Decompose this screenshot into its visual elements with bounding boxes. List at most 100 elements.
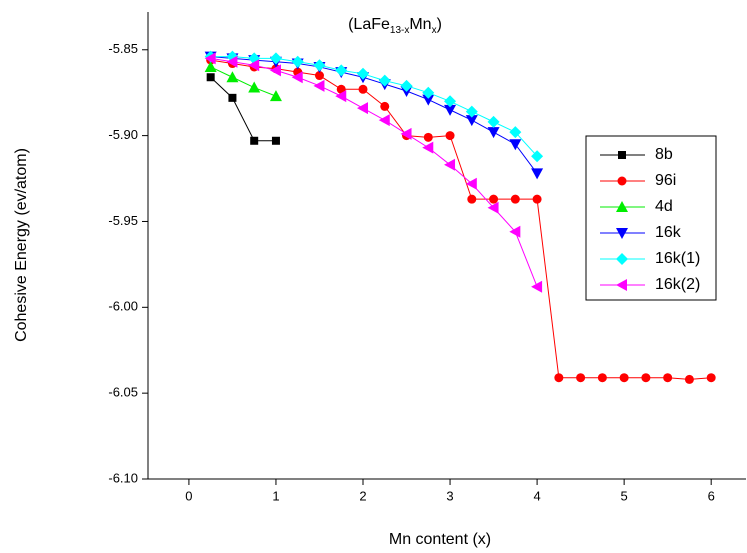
marker [291,55,304,68]
x-tick-label: 2 [359,488,366,503]
marker [465,105,478,118]
marker [531,150,544,163]
title-subscript: 13-x [390,25,409,36]
marker [576,373,586,383]
marker [358,84,368,94]
marker [422,94,435,106]
series-line [210,76,276,142]
y-tick-label: -5.95 [108,213,138,228]
marker [204,52,216,65]
marker [250,136,259,145]
series-line [210,57,538,287]
marker [554,373,564,383]
marker [269,52,282,65]
marker [532,194,542,204]
marker [400,127,412,140]
marker [510,194,520,204]
legend-marker [616,253,628,265]
x-axis-label: Mn content (x) [389,531,491,548]
marker [663,373,673,383]
legend-label: 16k(1) [655,250,700,267]
series-line [210,56,538,174]
marker [400,79,413,92]
marker [444,104,457,116]
title-subscript: x [432,25,437,36]
marker [531,168,544,180]
y-tick-label: -6.10 [108,470,138,485]
marker [465,177,477,190]
marker [226,55,238,68]
marker [269,64,281,77]
marker [269,90,282,102]
marker [206,73,215,82]
marker [378,114,390,127]
marker [335,90,347,103]
legend-label: 16k [655,224,682,241]
y-tick-label: -6.00 [108,299,138,314]
marker [313,79,325,92]
x-tick-label: 4 [533,488,540,503]
legend-label: 96i [655,172,676,189]
legend-box [585,135,717,301]
marker [248,81,261,93]
marker [641,373,651,383]
legend-label: 16k(2) [655,276,700,293]
x-tick-label: 5 [621,488,628,503]
marker [444,95,457,108]
title-text: (LaFe [348,16,390,33]
marker [619,373,629,383]
marker [509,139,522,151]
marker [597,373,607,383]
marker [248,59,260,72]
series-line [210,56,538,157]
marker [422,86,435,99]
marker [357,67,370,80]
marker [487,127,500,139]
marker [444,158,456,171]
marker [380,101,390,111]
marker [335,64,348,77]
marker [509,225,521,238]
marker [204,60,217,72]
marker [313,59,326,72]
y-tick-label: -5.85 [108,41,138,56]
marker [487,201,499,214]
marker [336,84,346,94]
legend-label: 4d [655,198,673,215]
y-tick-label: -6.05 [108,385,138,400]
marker [423,132,433,142]
marker [445,131,455,141]
legend-marker [618,151,626,159]
marker [271,136,280,145]
marker [706,373,716,383]
x-tick-label: 3 [446,488,453,503]
legend-marker [616,228,628,239]
legend-label: 8b [655,146,673,163]
x-tick-label: 0 [185,488,192,503]
title-text: ) [437,16,442,33]
y-tick-label: -5.90 [108,127,138,142]
marker [487,115,500,128]
marker [509,126,522,139]
marker [226,71,239,83]
marker [489,194,499,204]
series-line [210,66,277,97]
marker [465,115,478,127]
marker [467,194,477,204]
marker [314,71,324,81]
marker [228,93,237,102]
x-tick-label: 6 [708,488,715,503]
marker [422,141,434,154]
marker [684,374,694,384]
marker [531,280,543,293]
title-text: Mn [409,16,431,33]
chart-title: (LaFe13-xMnx) [348,16,442,35]
marker [378,74,391,87]
marker [291,71,303,84]
y-axis-label: Cohesive Energy (ev/atom) [13,148,30,342]
legend-marker [616,279,627,291]
marker [357,102,369,115]
legend-marker [616,201,628,212]
x-tick-label: 1 [272,488,279,503]
